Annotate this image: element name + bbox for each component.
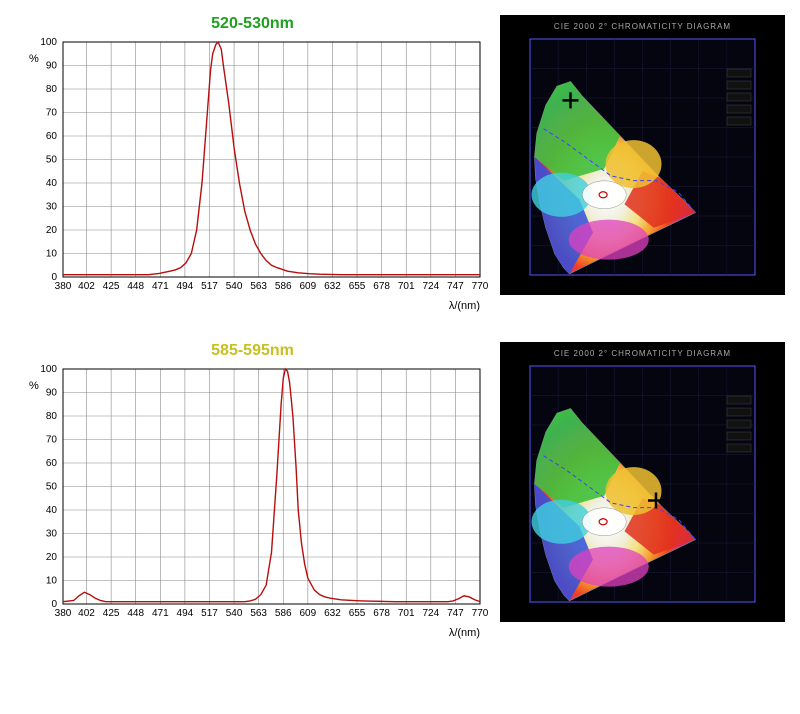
svg-text:724: 724 bbox=[422, 281, 439, 292]
svg-text:586: 586 bbox=[275, 281, 292, 292]
chromaticity-diagram: CIE 2000 2° CHROMATICITY DIAGRAM bbox=[500, 15, 785, 295]
svg-text:402: 402 bbox=[78, 281, 95, 292]
svg-text:678: 678 bbox=[373, 281, 390, 292]
svg-text:90: 90 bbox=[46, 61, 58, 72]
svg-text:540: 540 bbox=[226, 608, 243, 619]
svg-text:517: 517 bbox=[201, 608, 218, 619]
svg-text:448: 448 bbox=[127, 608, 144, 619]
svg-text:609: 609 bbox=[300, 281, 317, 292]
svg-text:425: 425 bbox=[103, 608, 120, 619]
svg-text:80: 80 bbox=[46, 84, 58, 95]
svg-text:%: % bbox=[29, 380, 39, 392]
svg-text:655: 655 bbox=[349, 281, 366, 292]
svg-text:20: 20 bbox=[46, 225, 58, 236]
spectral-chart-block: 520-530nm 380 402 425 448 471 494 517 540 563 586 6… bbox=[15, 15, 490, 317]
svg-text:40: 40 bbox=[46, 178, 58, 189]
svg-text:770: 770 bbox=[472, 281, 489, 292]
svg-text:0: 0 bbox=[51, 599, 57, 610]
chromaticity-diagram: CIE 2000 2° CHROMATICITY DIAGRAM bbox=[500, 342, 785, 622]
svg-text:471: 471 bbox=[152, 281, 169, 292]
svg-text:60: 60 bbox=[46, 458, 58, 469]
svg-text:402: 402 bbox=[78, 608, 95, 619]
svg-text:50: 50 bbox=[46, 482, 58, 493]
svg-text:701: 701 bbox=[398, 608, 415, 619]
svg-text:517: 517 bbox=[201, 281, 218, 292]
svg-text:%: % bbox=[29, 53, 39, 65]
svg-text:0: 0 bbox=[51, 272, 57, 283]
svg-text:30: 30 bbox=[46, 529, 58, 540]
svg-text:70: 70 bbox=[46, 108, 58, 119]
svg-text:747: 747 bbox=[447, 281, 464, 292]
svg-text:609: 609 bbox=[300, 608, 317, 619]
svg-text:CIE 2000 2° CHROMATICITY DIAGR: CIE 2000 2° CHROMATICITY DIAGRAM bbox=[554, 349, 731, 358]
svg-text:50: 50 bbox=[46, 155, 58, 166]
chromaticity-block: CIE 2000 2° CHROMATICITY DIAGRAM bbox=[500, 15, 785, 295]
svg-text:701: 701 bbox=[398, 281, 415, 292]
svg-text:60: 60 bbox=[46, 131, 58, 142]
svg-text:747: 747 bbox=[447, 608, 464, 619]
svg-text:448: 448 bbox=[127, 281, 144, 292]
svg-text:10: 10 bbox=[46, 576, 58, 587]
svg-text:632: 632 bbox=[324, 608, 341, 619]
svg-text:80: 80 bbox=[46, 411, 58, 422]
spectral-chart: 380 402 425 448 471 494 517 540 563 586 609 632 655 6… bbox=[15, 37, 490, 317]
svg-text:λ/(nm): λ/(nm) bbox=[449, 300, 480, 312]
svg-text:678: 678 bbox=[373, 608, 390, 619]
svg-text:655: 655 bbox=[349, 608, 366, 619]
chart-row: 585-595nm 380 402 425 448 471 494 517 540 563 586 6… bbox=[15, 342, 785, 644]
chart-title: 585-595nm bbox=[211, 342, 294, 360]
chart-title: 520-530nm bbox=[211, 15, 294, 33]
svg-text:494: 494 bbox=[177, 608, 194, 619]
svg-text:632: 632 bbox=[324, 281, 341, 292]
svg-text:40: 40 bbox=[46, 505, 58, 516]
svg-text:30: 30 bbox=[46, 202, 58, 213]
svg-text:494: 494 bbox=[177, 281, 194, 292]
svg-text:724: 724 bbox=[422, 608, 439, 619]
svg-text:380: 380 bbox=[55, 608, 72, 619]
svg-text:20: 20 bbox=[46, 552, 58, 563]
svg-text:100: 100 bbox=[40, 364, 57, 375]
svg-text:563: 563 bbox=[250, 608, 267, 619]
svg-text:586: 586 bbox=[275, 608, 292, 619]
svg-text:90: 90 bbox=[46, 388, 58, 399]
spectral-chart: 380 402 425 448 471 494 517 540 563 586 609 632 655 6… bbox=[15, 364, 490, 644]
svg-text:10: 10 bbox=[46, 249, 58, 260]
svg-text:CIE 2000 2° CHROMATICITY DIAGR: CIE 2000 2° CHROMATICITY DIAGRAM bbox=[554, 22, 731, 31]
svg-text:70: 70 bbox=[46, 435, 58, 446]
chromaticity-block: CIE 2000 2° CHROMATICITY DIAGRAM bbox=[500, 342, 785, 622]
svg-text:563: 563 bbox=[250, 281, 267, 292]
svg-text:100: 100 bbox=[40, 37, 57, 48]
svg-text:425: 425 bbox=[103, 281, 120, 292]
svg-text:540: 540 bbox=[226, 281, 243, 292]
chart-row: 520-530nm 380 402 425 448 471 494 517 540 563 586 6… bbox=[15, 15, 785, 317]
svg-text:λ/(nm): λ/(nm) bbox=[449, 627, 480, 639]
svg-text:380: 380 bbox=[55, 281, 72, 292]
spectral-chart-block: 585-595nm 380 402 425 448 471 494 517 540 563 586 6… bbox=[15, 342, 490, 644]
svg-text:770: 770 bbox=[472, 608, 489, 619]
svg-text:471: 471 bbox=[152, 608, 169, 619]
